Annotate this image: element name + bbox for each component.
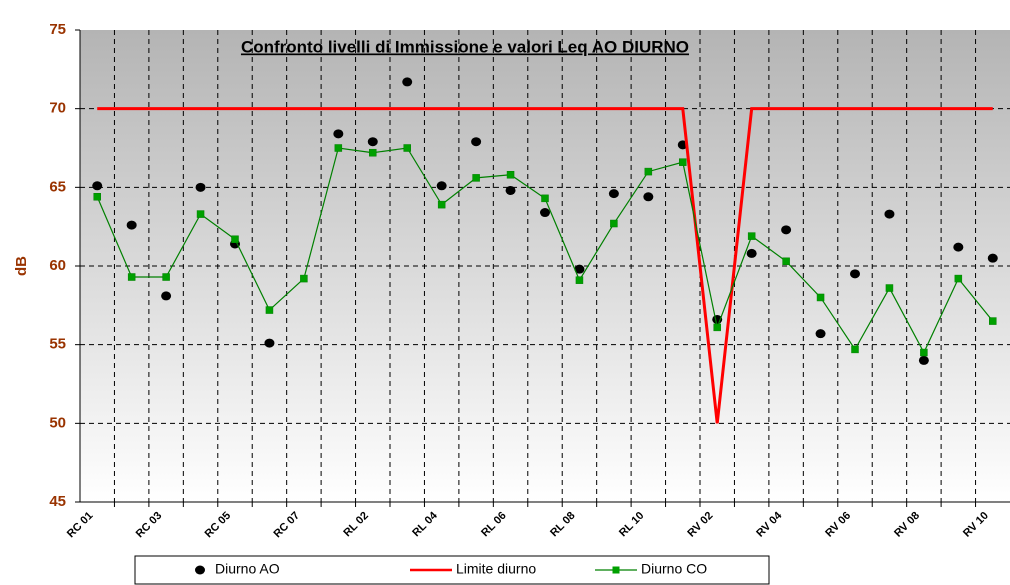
x-tick-label: RV 06	[823, 510, 853, 540]
y-tick-label: 65	[49, 178, 66, 195]
y-tick-label: 45	[49, 493, 66, 510]
point	[436, 181, 447, 191]
point	[195, 182, 206, 192]
x-tick-label: RC 05	[203, 510, 234, 541]
x-tick-label: RC 01	[65, 510, 96, 541]
y-tick-label: 70	[49, 100, 66, 117]
point	[367, 137, 378, 147]
marker	[334, 144, 343, 152]
legend-swatch	[195, 565, 205, 575]
marker	[816, 293, 825, 302]
marker	[989, 317, 997, 325]
marker	[93, 193, 101, 201]
x-tick-label: RV 08	[892, 510, 922, 540]
series-line	[97, 107, 993, 424]
point	[505, 185, 516, 195]
y-tick-label: 50	[49, 414, 66, 431]
point	[918, 355, 929, 365]
point	[471, 137, 482, 147]
x-tick-label: RL 04	[410, 509, 440, 539]
x-tick-label: RL 06	[479, 510, 509, 540]
point	[953, 242, 964, 252]
point	[850, 269, 860, 279]
marker	[231, 235, 239, 244]
point	[884, 209, 895, 219]
marker	[575, 276, 584, 284]
x-tick-label: RL 02	[341, 510, 371, 540]
marker	[196, 210, 205, 218]
point	[333, 129, 344, 139]
legend-label: Diurno AO	[215, 561, 280, 577]
marker	[369, 148, 377, 157]
marker	[954, 274, 963, 283]
marker	[437, 200, 446, 209]
marker	[747, 232, 756, 240]
marker	[472, 174, 480, 182]
x-tick-label: RV 02	[685, 510, 715, 540]
marker	[679, 158, 687, 166]
marker	[162, 273, 170, 281]
point	[402, 77, 413, 87]
marker	[713, 323, 721, 332]
point	[781, 225, 792, 235]
point	[126, 220, 137, 230]
marker	[506, 170, 515, 179]
marker	[851, 345, 859, 354]
x-tick-label: RV 04	[754, 509, 785, 540]
legend-label: Diurno CO	[641, 561, 707, 577]
point	[161, 291, 172, 301]
marker	[782, 257, 790, 266]
point	[643, 192, 654, 202]
point	[540, 208, 550, 218]
point	[746, 248, 757, 258]
y-tick-label: 60	[49, 257, 66, 274]
point	[987, 253, 998, 263]
marker	[885, 284, 894, 292]
point	[92, 181, 103, 191]
marker	[265, 306, 274, 314]
y-axis-label: dB	[13, 256, 30, 276]
marker	[127, 273, 136, 281]
x-tick-label: RL 10	[617, 510, 647, 540]
x-tick-label: RC 03	[134, 510, 165, 541]
y-tick-label: 55	[49, 336, 66, 353]
legend-marker	[612, 566, 620, 574]
legend-label: Limite diurno	[456, 561, 536, 577]
point	[608, 189, 619, 199]
marker	[610, 219, 618, 228]
marker	[920, 348, 928, 357]
point	[264, 338, 275, 348]
marker	[644, 167, 653, 176]
x-tick-label: RL 08	[548, 510, 578, 540]
chart-title: Confronto livelli di Immissione e valori…	[241, 37, 689, 56]
x-tick-label: RC 07	[272, 510, 303, 541]
y-tick-label: 75	[49, 21, 66, 38]
point	[815, 329, 826, 339]
marker	[541, 194, 549, 203]
point	[574, 264, 585, 274]
marker	[300, 274, 308, 283]
marker	[403, 144, 411, 152]
x-tick-label: RV 10	[961, 510, 991, 540]
